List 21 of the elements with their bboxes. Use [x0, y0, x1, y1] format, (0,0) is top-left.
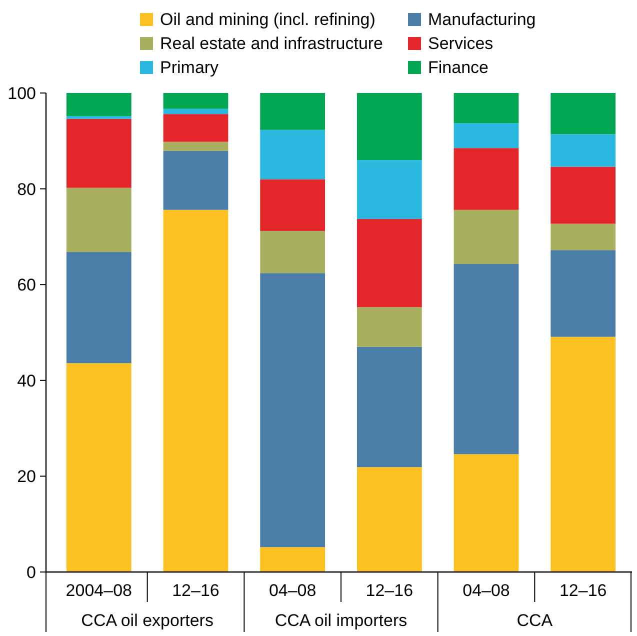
legend-label: Manufacturing	[428, 10, 536, 29]
x-tick-label: 04–08	[268, 581, 316, 600]
x-tick-label: 12–16	[172, 581, 220, 600]
y-tick-label: 60	[17, 276, 36, 295]
y-tick-label: 40	[17, 371, 36, 390]
legend-label: Services	[428, 34, 494, 53]
y-tick-label: 20	[17, 467, 36, 486]
text: CCA oil importers	[274, 611, 408, 630]
y-tick-label: 80	[17, 180, 36, 199]
legend-label: Primary	[160, 58, 220, 77]
x-tick-label: 2004–08	[66, 581, 132, 600]
legend-label: Finance	[428, 58, 488, 77]
legend-label: Oil and mining (incl. refining)	[160, 10, 376, 29]
text: CCA oil exporters	[81, 611, 214, 630]
x-tick-label: 12–16	[366, 581, 414, 600]
x-tick-label: 04–08	[462, 581, 510, 600]
text: CCA	[516, 611, 554, 630]
legend-label: Real estate and infrastructure	[160, 34, 384, 53]
x-tick-label: 12–16	[559, 581, 607, 600]
y-tick-label: 0	[26, 562, 36, 582]
y-tick-label: 100	[8, 84, 36, 103]
